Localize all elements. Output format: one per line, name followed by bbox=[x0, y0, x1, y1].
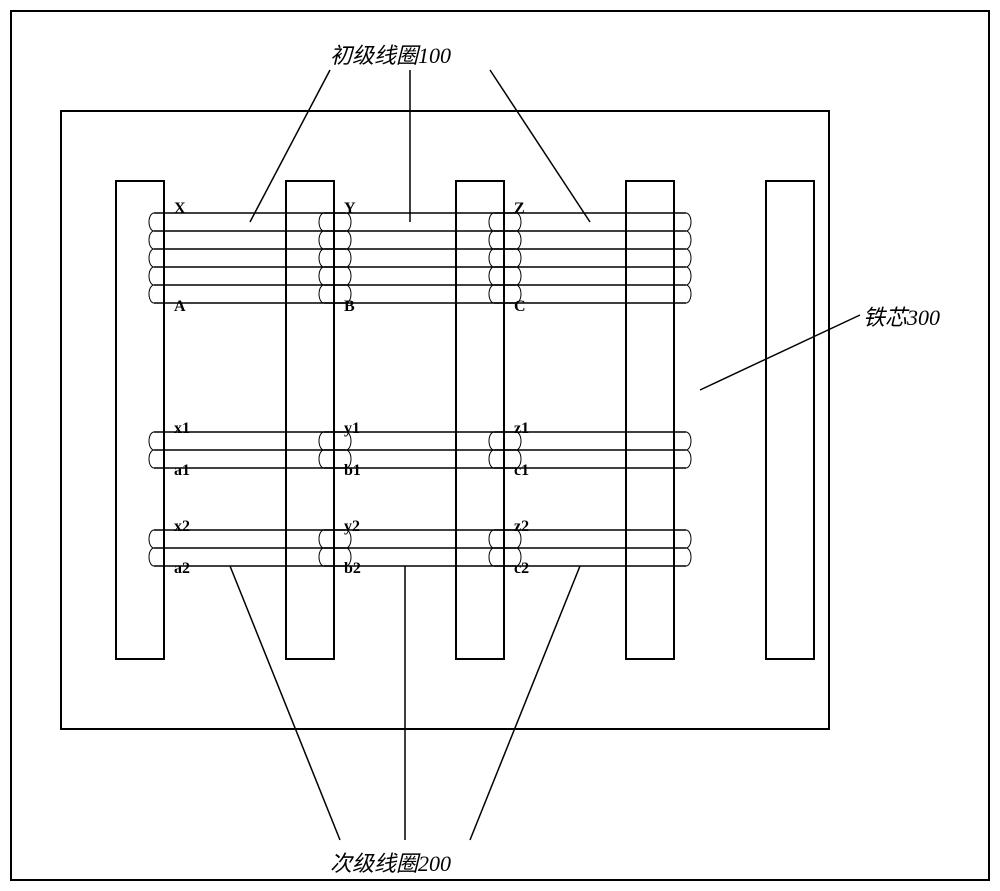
core-slot-4 bbox=[625, 180, 675, 660]
terminal-x2: x2 bbox=[174, 518, 190, 536]
primary-coil-label: 初级线圈100 bbox=[330, 38, 451, 70]
core-slot-1 bbox=[115, 180, 165, 660]
secondary-coil-label: 次级线圈200 bbox=[330, 846, 451, 878]
terminal-y1: y1 bbox=[344, 420, 360, 438]
core-slot-2 bbox=[285, 180, 335, 660]
terminal-b1: b1 bbox=[344, 462, 361, 480]
iron-core-label: 铁芯300 bbox=[863, 300, 940, 332]
core-slot-3 bbox=[455, 180, 505, 660]
terminal-Z: Z bbox=[514, 200, 525, 218]
terminal-z2: z2 bbox=[514, 518, 529, 536]
terminal-a2: a2 bbox=[174, 560, 190, 578]
terminal-b2: b2 bbox=[344, 560, 361, 578]
terminal-c2: c2 bbox=[514, 560, 529, 578]
terminal-C: C bbox=[514, 298, 526, 316]
terminal-Y: Y bbox=[344, 200, 356, 218]
terminal-B: B bbox=[344, 298, 355, 316]
terminal-c1: c1 bbox=[514, 462, 529, 480]
terminal-y2: y2 bbox=[344, 518, 360, 536]
core-slot-5 bbox=[765, 180, 815, 660]
terminal-x1: x1 bbox=[174, 420, 190, 438]
terminal-z1: z1 bbox=[514, 420, 529, 438]
terminal-a1: a1 bbox=[174, 462, 190, 480]
terminal-A: A bbox=[174, 298, 186, 316]
terminal-X: X bbox=[174, 200, 186, 218]
